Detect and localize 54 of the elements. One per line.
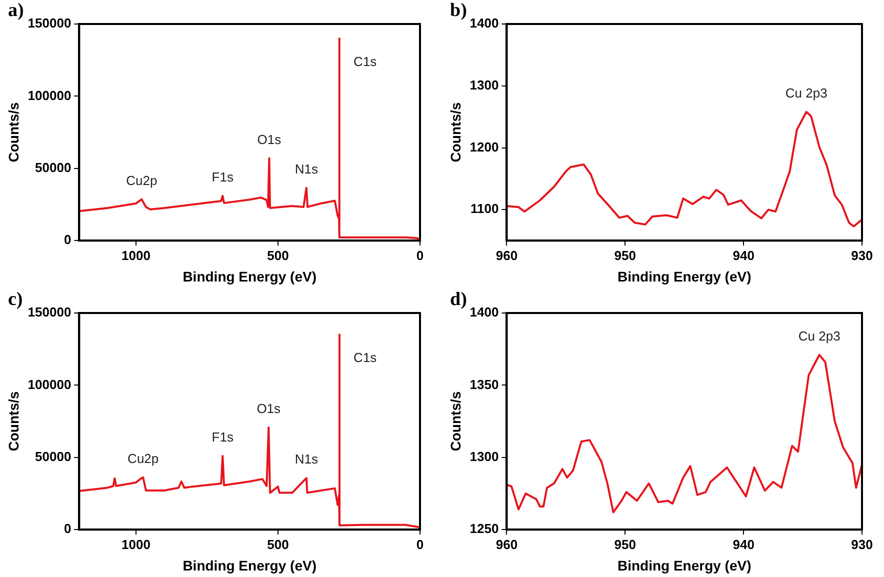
y-tick-label: 1300 xyxy=(470,77,499,92)
x-axis-title: Binding Energy (eV) xyxy=(617,557,752,574)
annotation: N1s xyxy=(294,161,318,176)
annotation: Cu 2p3 xyxy=(798,328,840,344)
x-tick-label: 940 xyxy=(732,536,754,552)
chart-title: a) xyxy=(8,0,24,22)
y-tick-label: 1300 xyxy=(470,448,499,464)
x-tick-label: 930 xyxy=(851,536,873,552)
y-tick-label: 150000 xyxy=(28,304,72,320)
y-tick-label: 100000 xyxy=(28,376,72,392)
annotation: O1s xyxy=(256,401,282,416)
y-tick-label: 50000 xyxy=(35,160,72,175)
y-tick-label: 1400 xyxy=(470,304,499,320)
y-tick-label: 1400 xyxy=(470,16,499,31)
y-axis-title: Counts/s xyxy=(5,102,22,162)
chart-title: b) xyxy=(450,0,467,22)
y-tick-label: 1200 xyxy=(470,139,499,154)
x-tick-label: 960 xyxy=(496,536,518,552)
x-axis-title: Binding Energy (eV) xyxy=(182,268,316,284)
x-axis-title: Binding Energy (eV) xyxy=(617,268,752,284)
annotation: Cu 2p3 xyxy=(785,85,828,100)
annotation: C1s xyxy=(354,54,378,70)
chart-title: c) xyxy=(8,289,23,311)
y-tick-label: 1350 xyxy=(470,376,499,392)
y-tick-label: 1100 xyxy=(470,201,499,216)
x-tick-label: 0 xyxy=(416,536,424,552)
y-tick-label: 100000 xyxy=(28,88,72,103)
y-tick-label: 150000 xyxy=(28,16,72,31)
y-tick-label: 1250 xyxy=(470,521,499,536)
x-tick-label: 1000 xyxy=(122,248,150,263)
annotation: F1s xyxy=(212,169,234,184)
x-tick-label: 950 xyxy=(614,536,636,552)
annotation: N1s xyxy=(294,452,318,467)
chart-title: d) xyxy=(450,289,467,311)
y-axis-title: Counts/s xyxy=(447,102,464,162)
x-tick-label: 950 xyxy=(614,248,636,263)
y-tick-label: 50000 xyxy=(35,448,72,464)
y-tick-label: 0 xyxy=(64,521,72,536)
x-tick-label: 500 xyxy=(267,248,289,263)
x-tick-label: 1000 xyxy=(122,536,150,552)
y-axis-title: Counts/s xyxy=(5,391,22,452)
annotation: C1s xyxy=(354,350,378,366)
x-tick-label: 0 xyxy=(416,248,424,263)
x-tick-label: 940 xyxy=(732,248,754,263)
x-tick-label: 500 xyxy=(267,536,289,552)
y-axis-title: Counts/s xyxy=(447,391,464,452)
x-tick-label: 930 xyxy=(851,248,873,263)
annotation: O1s xyxy=(257,132,282,147)
y-tick-label: 0 xyxy=(64,232,72,248)
x-axis-title: Binding Energy (eV) xyxy=(182,557,316,574)
x-tick-label: 960 xyxy=(496,248,518,263)
annotation: Cu2p xyxy=(126,172,158,188)
annotation: Cu2p xyxy=(128,450,159,466)
annotation: F1s xyxy=(212,430,234,445)
